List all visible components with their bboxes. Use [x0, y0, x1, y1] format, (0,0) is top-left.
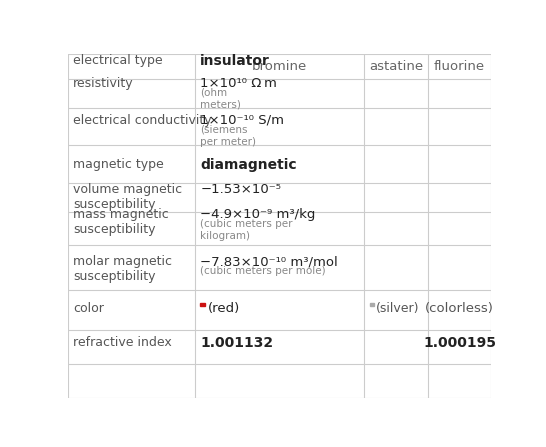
Text: electrical type: electrical type	[73, 55, 163, 67]
Text: (cubic meters per
kilogram): (cubic meters per kilogram)	[200, 219, 293, 240]
Text: magnetic type: magnetic type	[73, 158, 164, 171]
Text: 1.001132: 1.001132	[200, 336, 274, 350]
Text: (ohm
meters): (ohm meters)	[200, 88, 241, 110]
Text: color: color	[73, 302, 104, 315]
Text: (siemens
per meter): (siemens per meter)	[200, 125, 256, 147]
Text: insulator: insulator	[200, 55, 270, 68]
Text: 1×10⁻¹⁰ S/m: 1×10⁻¹⁰ S/m	[200, 114, 284, 127]
Text: fluorine: fluorine	[434, 60, 485, 73]
Bar	[370, 303, 374, 306]
Text: resistivity: resistivity	[73, 76, 134, 89]
Text: bromine: bromine	[252, 60, 307, 73]
Text: (cubic meters per mole): (cubic meters per mole)	[200, 266, 326, 276]
Text: molar magnetic
susceptibility: molar magnetic susceptibility	[73, 255, 173, 283]
Text: 1.000195: 1.000195	[423, 336, 496, 350]
Text: (colorless): (colorless)	[425, 302, 494, 315]
Text: −4.9×10⁻⁹ m³/kg: −4.9×10⁻⁹ m³/kg	[200, 208, 316, 221]
Text: (silver): (silver)	[376, 302, 419, 315]
Text: diamagnetic: diamagnetic	[200, 158, 297, 172]
Text: (red): (red)	[207, 302, 240, 315]
Text: 1×10¹⁰ Ω m: 1×10¹⁰ Ω m	[200, 76, 277, 89]
Text: −7.83×10⁻¹⁰ m³/mol: −7.83×10⁻¹⁰ m³/mol	[200, 255, 338, 268]
Text: volume magnetic
susceptibility: volume magnetic susceptibility	[73, 183, 182, 211]
Text: −1.53×10⁻⁵: −1.53×10⁻⁵	[200, 183, 281, 196]
Text: mass magnetic
susceptibility: mass magnetic susceptibility	[73, 208, 169, 236]
Bar	[200, 303, 205, 306]
Text: electrical conductivity: electrical conductivity	[73, 114, 212, 127]
Text: refractive index: refractive index	[73, 336, 172, 349]
Text: astatine: astatine	[369, 60, 423, 73]
